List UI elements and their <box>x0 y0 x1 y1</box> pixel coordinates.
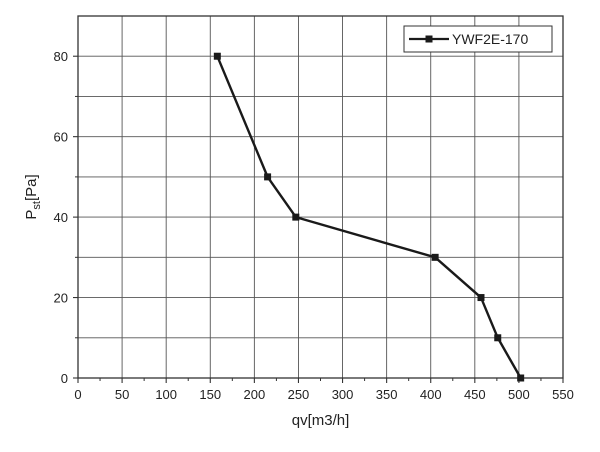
y-tick-label: 80 <box>54 49 68 64</box>
data-point <box>477 294 485 302</box>
x-tick-label: 400 <box>420 387 442 402</box>
series-layer <box>213 52 525 382</box>
legend-label: YWF2E-170 <box>452 31 528 47</box>
x-tick-labels: 0 50 100 150 200 250 300 350 400 450 500 550 <box>74 387 573 402</box>
x-tick-label: 500 <box>508 387 530 402</box>
axis-ticks <box>73 55 564 383</box>
y-tick-label: 60 <box>54 130 68 145</box>
y-tick-labels: 0 20 40 60 80 <box>54 49 68 386</box>
x-tick-label: 100 <box>155 387 177 402</box>
y-axis-title-main: P <box>23 210 40 220</box>
legend-marker-square <box>425 35 433 43</box>
x-tick-label: 150 <box>199 387 221 402</box>
y-tick-label: 20 <box>54 291 68 306</box>
x-tick-label: 250 <box>288 387 310 402</box>
data-point <box>264 173 272 181</box>
y-axis-title-unit: [Pa] <box>23 174 40 201</box>
y-axis-title-subscript: st <box>31 201 43 210</box>
x-tick-label: 550 <box>552 387 574 402</box>
x-tick-label: 450 <box>464 387 486 402</box>
y-tick-label: 0 <box>61 371 68 386</box>
x-axis-title: qv[m3/h] <box>292 412 350 429</box>
plot-frame <box>77 15 564 379</box>
data-point <box>431 253 439 261</box>
y-axis-title: Pst[Pa] <box>23 174 43 219</box>
y-tick-label: 40 <box>54 210 68 225</box>
x-tick-label: 300 <box>332 387 354 402</box>
data-point <box>213 52 221 60</box>
x-tick-label: 350 <box>376 387 398 402</box>
data-point <box>494 334 502 342</box>
grid <box>78 16 563 378</box>
data-point <box>292 213 300 221</box>
x-tick-label: 0 <box>74 387 81 402</box>
data-point <box>517 374 525 382</box>
x-tick-label: 50 <box>115 387 129 402</box>
x-tick-label: 200 <box>244 387 266 402</box>
legend: YWF2E-170 <box>403 25 553 53</box>
